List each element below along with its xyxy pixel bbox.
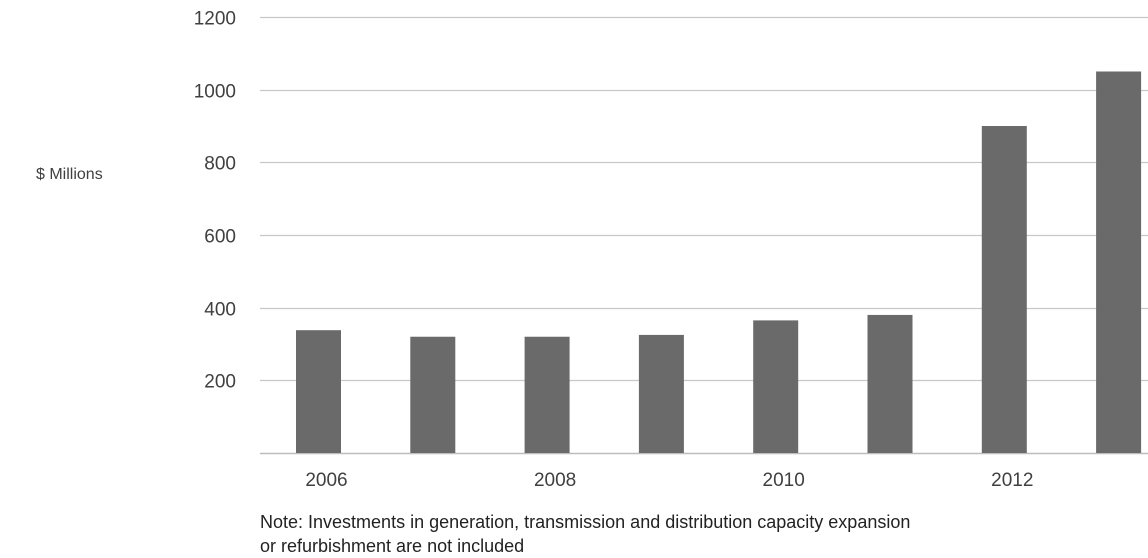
y-axis-label: $ Millions <box>36 166 103 183</box>
bar-2007 <box>410 336 456 453</box>
bar-2010 <box>753 320 799 453</box>
bar-2006 <box>296 330 341 453</box>
x-axis-ticks: 2006 2008 2010 2012 <box>305 470 1033 491</box>
y-tick-label: 400 <box>204 300 236 321</box>
x-tick-label: 2010 <box>763 470 805 491</box>
note-line-2: or refurbishment are not included <box>260 536 525 556</box>
gridlines <box>260 16 1148 455</box>
y-tick-label: 1000 <box>194 82 236 103</box>
note-line-1: Note: Investments in generation, transmi… <box>260 512 911 532</box>
bars <box>296 71 1142 453</box>
x-tick-label: 2006 <box>305 470 347 491</box>
bar-2008 <box>524 336 570 453</box>
bar-chart: 200 400 600 800 1000 1200 2006 2008 2010 2012 <box>194 9 1148 491</box>
bar-2011 <box>867 314 913 453</box>
bar-2012 <box>981 126 1027 453</box>
bar-2009 <box>638 334 684 453</box>
x-tick-label: 2008 <box>534 470 576 491</box>
x-tick-label: 2012 <box>991 470 1033 491</box>
y-tick-label: 1200 <box>194 9 236 30</box>
bar-2013 <box>1096 71 1142 453</box>
chart-note: Note: Investments in generation, transmi… <box>260 510 910 558</box>
y-tick-label: 800 <box>204 154 236 175</box>
y-axis-ticks: 200 400 600 800 1000 1200 <box>194 9 236 393</box>
y-tick-label: 600 <box>204 227 236 248</box>
y-tick-label: 200 <box>204 372 236 393</box>
